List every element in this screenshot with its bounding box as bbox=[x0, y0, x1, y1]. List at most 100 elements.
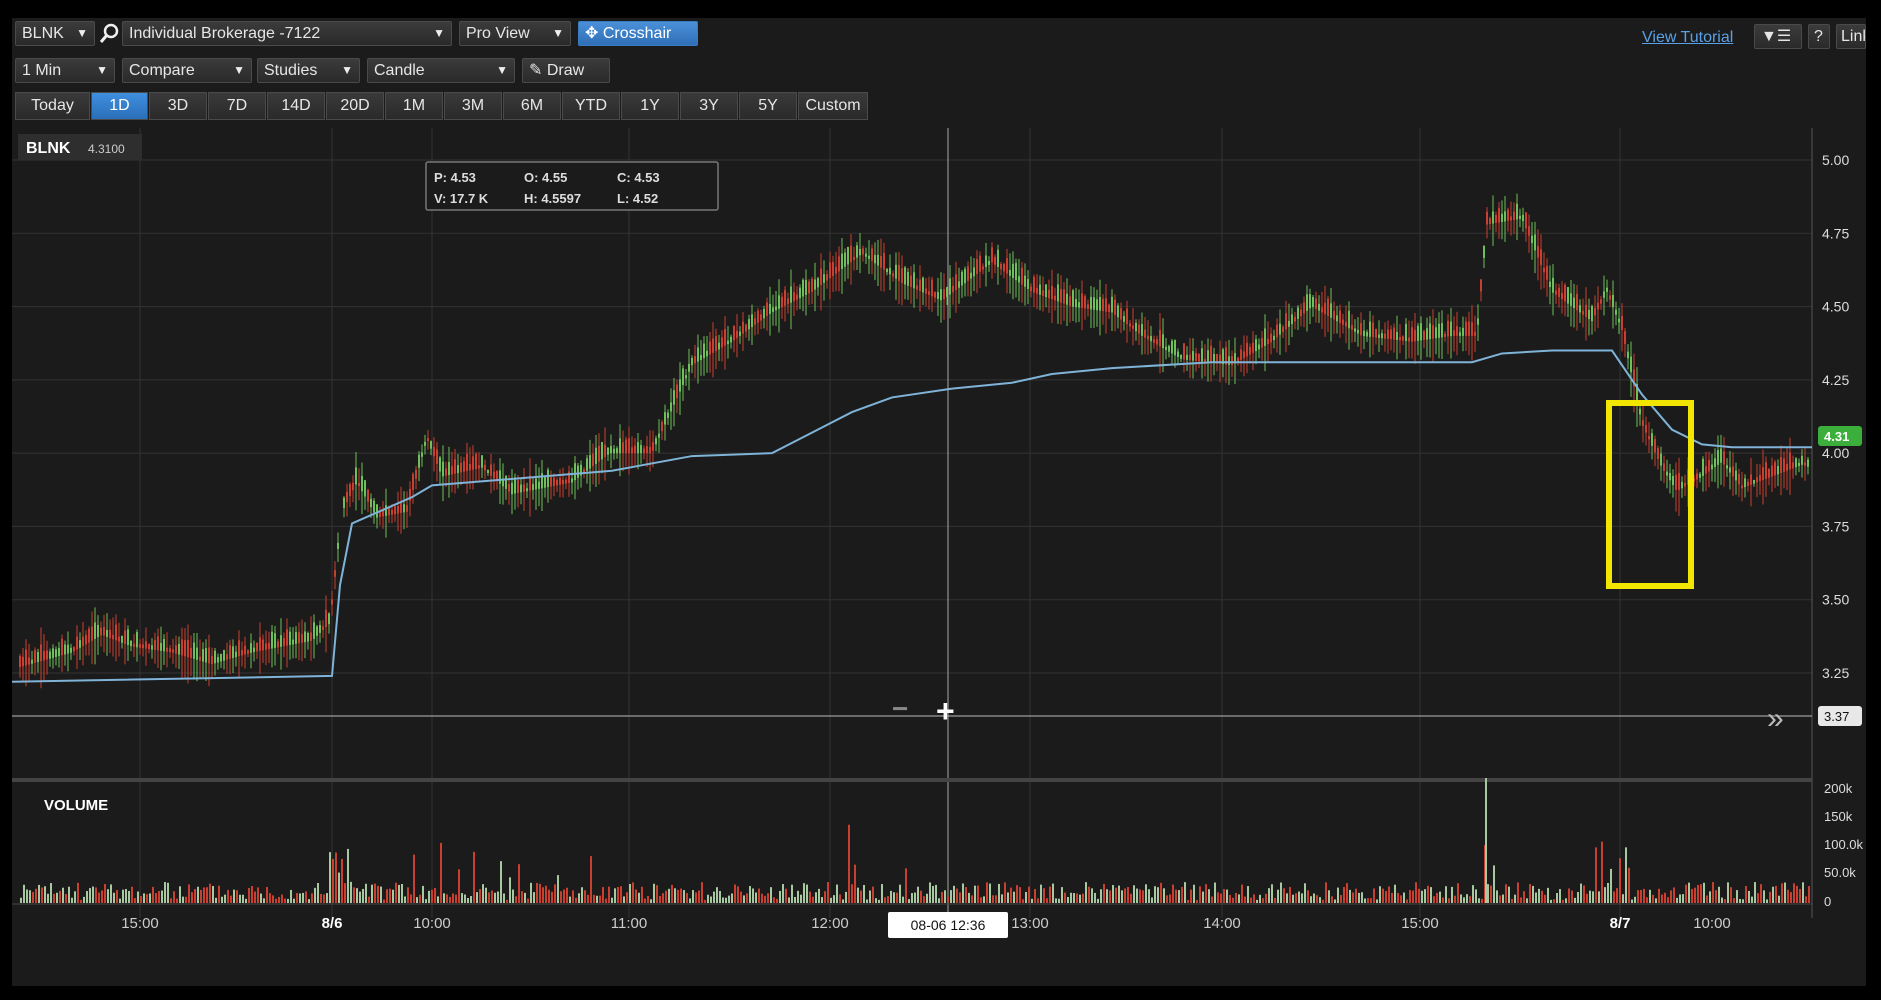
volume-bar bbox=[404, 896, 406, 903]
volume-bar bbox=[185, 896, 187, 903]
volume-bar bbox=[815, 892, 817, 903]
volume-bar bbox=[1034, 889, 1036, 903]
volume-bar bbox=[1433, 896, 1435, 903]
timeframe-1d[interactable]: 1D bbox=[91, 92, 148, 120]
timeframe-7d[interactable]: 7D bbox=[208, 92, 266, 120]
candle-body bbox=[1036, 287, 1038, 294]
timeframe-3d[interactable]: 3D bbox=[149, 92, 207, 120]
volume-bar bbox=[455, 894, 457, 903]
candle-body bbox=[640, 445, 642, 454]
volume-bar bbox=[995, 895, 997, 903]
view-select[interactable]: Pro View ▼ bbox=[459, 21, 571, 46]
candle-body bbox=[484, 464, 486, 471]
volume-bar bbox=[1010, 887, 1012, 903]
candle-body bbox=[1615, 309, 1617, 315]
menu-button[interactable]: ▼☰ bbox=[1754, 24, 1802, 49]
volume-bar bbox=[1106, 889, 1108, 903]
timeframe-custom[interactable]: Custom bbox=[798, 92, 868, 120]
candle-body bbox=[214, 650, 216, 664]
candle-body bbox=[307, 632, 309, 642]
timeframe-today[interactable]: Today bbox=[15, 92, 90, 120]
volume-bar bbox=[662, 893, 664, 903]
candle-body bbox=[1372, 322, 1374, 338]
interval-select[interactable]: 1 Min ▼ bbox=[15, 58, 115, 83]
volume-bar bbox=[1349, 889, 1351, 903]
zoom-out-button[interactable]: − bbox=[892, 693, 908, 724]
candle-body bbox=[490, 464, 492, 476]
timeframe-1m[interactable]: 1M bbox=[385, 92, 443, 120]
volume-bar bbox=[383, 899, 385, 903]
candle-body bbox=[901, 268, 903, 284]
chart-style-select[interactable]: Candle ▼ bbox=[367, 58, 515, 83]
volume-bar bbox=[1067, 897, 1069, 903]
candle-body bbox=[826, 274, 828, 281]
volume-bar bbox=[1148, 889, 1150, 903]
candle-body bbox=[895, 264, 897, 279]
volume-bar bbox=[980, 897, 982, 903]
volume-bar bbox=[755, 892, 757, 903]
candle-body bbox=[1312, 296, 1314, 308]
help-button[interactable]: ? bbox=[1808, 24, 1830, 49]
candle-body bbox=[1180, 354, 1182, 359]
candle-body bbox=[388, 507, 390, 516]
candle-body bbox=[1171, 340, 1173, 354]
volume-bar bbox=[842, 899, 844, 903]
link-button[interactable]: Link bbox=[1836, 24, 1866, 49]
candle-body bbox=[1330, 303, 1332, 318]
scroll-right-icon[interactable]: » bbox=[1767, 702, 1784, 735]
volume-bar bbox=[671, 884, 673, 903]
timeframe-3y[interactable]: 3Y bbox=[680, 92, 738, 120]
candle-body bbox=[1201, 348, 1203, 362]
price-chart[interactable]: 5.00 4.75 4.50 4.25 4.00 3.75 3.50 3.25 BLNK 4.31… bbox=[12, 128, 1866, 978]
candle-body bbox=[559, 477, 561, 485]
timeframe-ytd[interactable]: YTD bbox=[562, 92, 620, 120]
candle-body bbox=[1771, 465, 1773, 477]
candle-body bbox=[1435, 327, 1437, 339]
candle-body bbox=[1453, 330, 1455, 336]
volume-bar bbox=[452, 893, 454, 903]
volume-bar bbox=[458, 869, 460, 903]
candle-body bbox=[1702, 458, 1704, 476]
candle-body bbox=[844, 252, 846, 267]
timeframe-14d[interactable]: 14D bbox=[267, 92, 325, 120]
candle-body bbox=[1777, 466, 1779, 475]
candle-body bbox=[922, 277, 924, 293]
candle-body bbox=[265, 643, 267, 650]
timeframe-6m[interactable]: 6M bbox=[503, 92, 561, 120]
timeframe-20d[interactable]: 20D bbox=[326, 92, 384, 120]
volume-bar bbox=[1262, 898, 1264, 903]
timeframe-3m[interactable]: 3M bbox=[444, 92, 502, 120]
zoom-in-button[interactable]: + bbox=[936, 693, 955, 729]
volume-bar bbox=[245, 898, 247, 903]
candle-body bbox=[1159, 329, 1161, 347]
candle-body bbox=[1420, 323, 1422, 341]
candle-body bbox=[247, 650, 249, 654]
candle-body bbox=[970, 272, 972, 279]
volume-bar bbox=[533, 892, 535, 903]
candle-body bbox=[934, 291, 936, 298]
timeframe-5y[interactable]: 5Y bbox=[739, 92, 797, 120]
symbol-input[interactable]: BLNK ▼ bbox=[15, 21, 95, 46]
candle-body bbox=[1147, 335, 1149, 340]
volume-bar bbox=[1757, 893, 1759, 903]
studies-select[interactable]: Studies ▼ bbox=[257, 58, 360, 83]
candle-body bbox=[151, 645, 153, 650]
candle-body bbox=[217, 657, 219, 663]
volume-tick-label: 150k bbox=[1824, 809, 1853, 824]
search-icon[interactable] bbox=[98, 21, 122, 50]
volume-bar bbox=[431, 889, 433, 903]
crosshair-button[interactable]: ✥ Crosshair bbox=[578, 21, 698, 46]
candle-body bbox=[448, 461, 450, 476]
account-select[interactable]: Individual Brokerage -7122 ▼ bbox=[122, 21, 452, 46]
candle-body bbox=[1117, 305, 1119, 318]
candle-body bbox=[1708, 460, 1710, 472]
view-tutorial-link[interactable]: View Tutorial bbox=[1642, 29, 1734, 46]
timeframe-1y[interactable]: 1Y bbox=[621, 92, 679, 120]
draw-button[interactable]: ✎ Draw bbox=[522, 58, 610, 83]
compare-select[interactable]: Compare ▼ bbox=[122, 58, 252, 83]
volume-bar bbox=[1661, 894, 1663, 903]
candle-body bbox=[1663, 463, 1665, 471]
candle-body bbox=[457, 465, 459, 474]
candle-body bbox=[910, 275, 912, 288]
candle-body bbox=[1573, 297, 1575, 309]
